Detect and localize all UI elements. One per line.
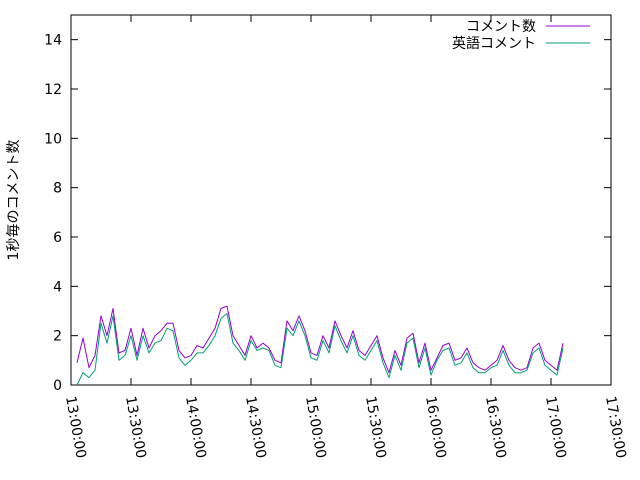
x-tick-label: 15:00:00 — [302, 395, 329, 460]
x-axis: 13:00:00 13:30:00 14:00:00 14:30:00 15:00:00… — [62, 15, 629, 460]
x-tick-label: 17:00:00 — [542, 395, 569, 460]
series-layer — [76, 305, 564, 386]
x-tick-label: 16:30:00 — [482, 395, 509, 460]
y-tick-label: 8 — [53, 181, 62, 197]
legend-label-1: 英語コメント — [452, 35, 536, 52]
series-line-0 — [76, 305, 564, 374]
y-axis-label: 1秒毎のコメント数 — [6, 140, 22, 261]
x-tick-label: 13:00:00 — [62, 395, 89, 460]
y-tick-label: 14 — [44, 33, 62, 49]
y-tick-label: 4 — [53, 279, 62, 295]
y-axis: 0 2 4 6 8 10 12 14 — [44, 33, 611, 394]
legend-label-0: コメント数 — [466, 19, 536, 35]
plot-frame — [70, 14, 612, 386]
y-tick-label: 2 — [53, 329, 62, 345]
x-tick-label: 13:30:00 — [122, 395, 149, 460]
x-tick-label: 15:30:00 — [362, 395, 389, 460]
x-tick-label: 17:30:00 — [602, 395, 629, 460]
x-tick-label: 14:30:00 — [242, 395, 269, 460]
series-line-1 — [76, 313, 564, 386]
y-tick-label: 12 — [44, 82, 62, 98]
y-tick-label: 6 — [53, 230, 62, 246]
y-tick-label: 10 — [44, 131, 62, 147]
x-tick-label: 16:00:00 — [422, 395, 449, 460]
y-tick-label: 0 — [53, 378, 62, 394]
x-tick-label: 14:00:00 — [182, 395, 209, 460]
